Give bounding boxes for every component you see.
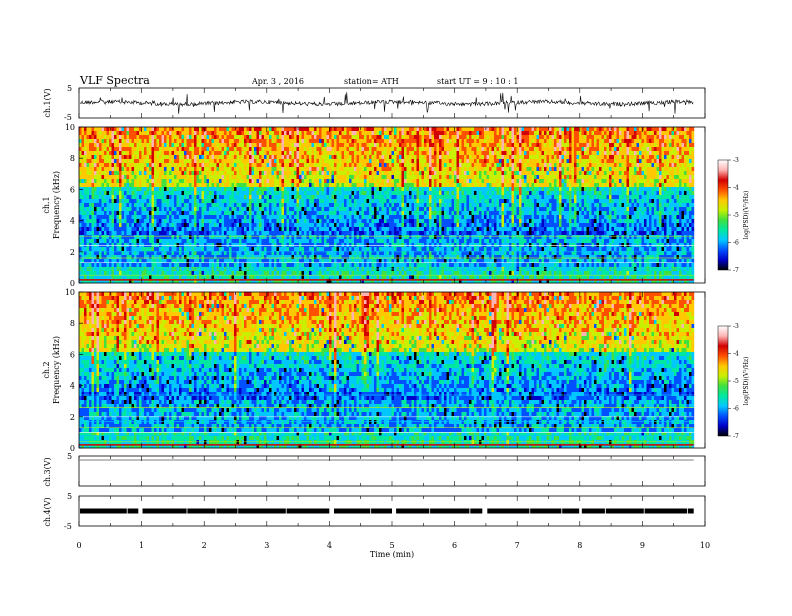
ch1-freq-tick-label: 0 bbox=[70, 279, 75, 288]
x-tick-label: 10 bbox=[700, 541, 710, 550]
x-tick-label: 1 bbox=[139, 541, 144, 550]
ch2-freq-tick-label: 10 bbox=[65, 288, 75, 297]
colorbar-tick-label: -7 bbox=[733, 433, 739, 440]
x-tick-label: 8 bbox=[577, 541, 582, 550]
ch1-colorbar-label: log(PSD)(V²/Hz) bbox=[743, 191, 750, 240]
colorbar-tick-label: -7 bbox=[733, 267, 739, 274]
ch2-spectrogram-channel-label: ch.2 bbox=[42, 361, 51, 378]
ch4-waveform-panel: 5 -5 ch.4(V) bbox=[43, 492, 705, 531]
x-tick-label: 2 bbox=[202, 541, 207, 550]
ch1-ytick-top: 5 bbox=[67, 84, 72, 93]
ch3-ytick-top: 5 bbox=[67, 452, 72, 461]
ch2-freq-tick-label: 8 bbox=[70, 319, 75, 328]
ch2-spectrogram-ylabel: Frequency (kHz) bbox=[52, 336, 61, 404]
ch1-spectrogram-heatmap bbox=[79, 127, 694, 283]
ch2-spectrogram-heatmap bbox=[79, 292, 694, 448]
ch3-waveform-ylabel: ch.3(V) bbox=[43, 457, 52, 486]
header-date: Apr. 3 , 2016 bbox=[251, 77, 304, 86]
colorbar-tick-label: -3 bbox=[733, 323, 739, 330]
ch1-spectrogram-ylabel: Frequency (kHz) bbox=[52, 171, 61, 239]
ch1-freq-tick-label: 2 bbox=[70, 248, 75, 257]
colorbar-tick-label: -6 bbox=[733, 406, 739, 413]
x-tick-label: 5 bbox=[389, 541, 394, 550]
x-tick-label: 6 bbox=[452, 541, 457, 550]
colorbar-tick-label: -4 bbox=[733, 185, 739, 192]
ch2-colorbar-label: log(PSD)(V²/Hz) bbox=[743, 357, 750, 406]
colorbar-tick-label: -6 bbox=[733, 240, 739, 247]
ch2-colorbar: -3 -4 -5 -6 -7 log(PSD)(V²/Hz) bbox=[718, 323, 750, 440]
ch1-spectrogram-channel-label: ch.1 bbox=[42, 196, 51, 213]
colorbar-tick-label: -5 bbox=[733, 212, 739, 219]
ch1-waveform-ylabel: ch.1(V) bbox=[43, 88, 52, 117]
ch1-freq-tick-label: 4 bbox=[70, 217, 75, 226]
x-axis-label: Time (min) bbox=[370, 550, 414, 559]
ch4-waveform-ylabel: ch.4(V) bbox=[43, 497, 52, 526]
ch3-waveform-panel: 5 ch.3(V) bbox=[43, 452, 705, 487]
x-tick-label: 3 bbox=[264, 541, 269, 550]
colorbar-tick-label: -5 bbox=[733, 378, 739, 385]
ch1-freq-tick-label: 6 bbox=[70, 185, 75, 194]
ch2-freq-tick-label: 6 bbox=[70, 350, 75, 359]
ch1-waveform-panel: 5 -5 ch.1(V) bbox=[43, 84, 705, 122]
ch1-freq-tick-label: 8 bbox=[70, 154, 75, 163]
ch2-freq-tick-label: 2 bbox=[70, 413, 75, 422]
x-tick-label: 4 bbox=[327, 541, 332, 550]
x-tick-label: 9 bbox=[640, 541, 645, 550]
x-tick-label: 0 bbox=[76, 541, 81, 550]
header-station: station= ATH bbox=[344, 77, 399, 86]
ch1-ytick-bottom: -5 bbox=[64, 113, 72, 122]
x-tick-label: 7 bbox=[515, 541, 520, 550]
ch4-ytick-top: 5 bbox=[67, 492, 72, 501]
ch4-waveform-trace bbox=[80, 509, 694, 514]
ch2-freq-tick-label: 4 bbox=[70, 382, 75, 391]
ch4-ytick-bottom: -5 bbox=[64, 522, 72, 531]
colorbar-tick-label: -4 bbox=[733, 351, 739, 358]
ch1-colorbar: -3 -4 -5 -6 -7 log(PSD)(V²/Hz) bbox=[718, 157, 750, 274]
ch1-freq-tick-label: 10 bbox=[65, 123, 75, 132]
colorbar-tick-label: -3 bbox=[733, 157, 739, 164]
figure-title: VLF Spectra bbox=[79, 74, 150, 87]
header-start-time: start UT = 9 : 10 : 1 bbox=[437, 77, 518, 86]
ch1-spectrogram-panel: 0 2 4 6 8 10 ch.1 Frequency (kHz) bbox=[42, 123, 705, 288]
